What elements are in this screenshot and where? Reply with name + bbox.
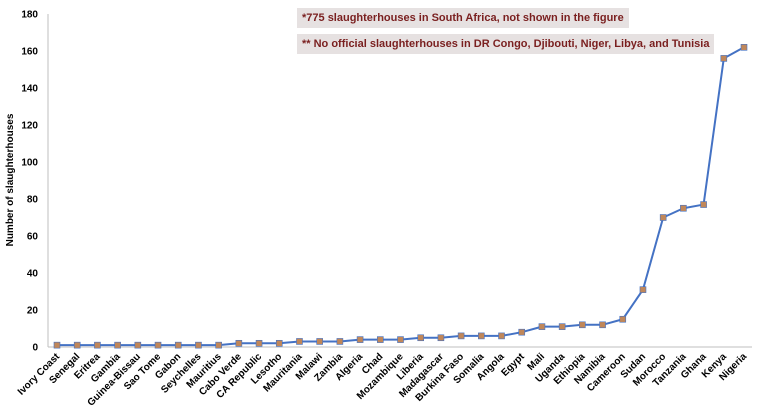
data-point bbox=[579, 321, 586, 329]
data-point bbox=[94, 341, 101, 349]
series-line bbox=[57, 46, 745, 347]
data-point bbox=[316, 338, 323, 345]
data-point bbox=[558, 323, 566, 330]
y-tick-label: 100 bbox=[21, 158, 38, 169]
y-tick-label: 40 bbox=[27, 269, 39, 280]
annotation-south-africa: *775 slaughterhouses in South Africa, no… bbox=[297, 8, 629, 28]
data-point bbox=[195, 341, 202, 349]
data-point bbox=[417, 334, 425, 342]
data-point bbox=[498, 332, 505, 340]
data-point bbox=[356, 336, 364, 343]
data-point bbox=[215, 341, 222, 349]
data-point bbox=[53, 341, 61, 349]
series-group bbox=[53, 43, 748, 349]
y-tick-label: 80 bbox=[27, 195, 39, 206]
data-point bbox=[538, 323, 546, 330]
data-point bbox=[478, 332, 485, 340]
x-axis-ticks: Ivory CoastSenegalEritreaGambiaGuinea-Bi… bbox=[16, 351, 750, 409]
data-point bbox=[296, 338, 303, 345]
data-point bbox=[73, 341, 81, 349]
y-tick-label: 20 bbox=[27, 306, 39, 317]
data-point bbox=[275, 339, 283, 347]
y-axis-ticks: 0 20 40 60 80 100 120 140 160 180 bbox=[21, 10, 38, 354]
data-point bbox=[235, 339, 243, 347]
data-point bbox=[599, 321, 606, 329]
data-point bbox=[174, 341, 182, 349]
data-point bbox=[700, 201, 707, 208]
annotation-no-official: ** No official slaughterhouses in DR Con… bbox=[297, 34, 715, 54]
x-tick-label: Egypt bbox=[499, 351, 527, 379]
data-point bbox=[619, 315, 627, 323]
data-point bbox=[336, 338, 344, 345]
data-point bbox=[740, 43, 748, 51]
y-tick-label: 60 bbox=[27, 232, 39, 243]
data-point bbox=[114, 341, 121, 349]
y-tick-label: 120 bbox=[21, 121, 38, 132]
y-tick-label: 160 bbox=[21, 47, 38, 58]
data-point bbox=[134, 341, 142, 349]
y-tick-label: 180 bbox=[21, 10, 38, 21]
data-point bbox=[255, 339, 263, 347]
data-point bbox=[518, 328, 526, 336]
data-point bbox=[680, 204, 687, 212]
y-tick-label: 140 bbox=[21, 84, 38, 95]
data-point bbox=[639, 286, 647, 293]
data-point bbox=[659, 214, 667, 221]
data-point bbox=[720, 55, 728, 62]
data-point bbox=[457, 332, 465, 340]
y-axis-title: Number of slaughterhouses bbox=[5, 113, 16, 246]
data-point bbox=[437, 334, 445, 342]
data-point bbox=[154, 341, 162, 349]
data-point bbox=[397, 336, 404, 343]
y-tick-label: 0 bbox=[32, 343, 38, 354]
data-point bbox=[376, 336, 384, 343]
